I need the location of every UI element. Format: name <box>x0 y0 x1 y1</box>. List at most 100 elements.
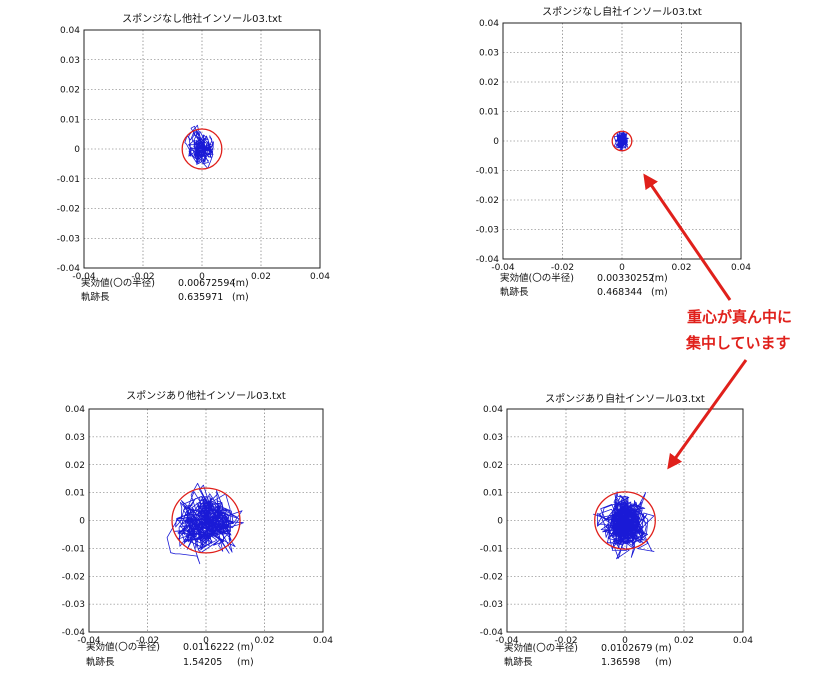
y-tick-label: 0.04 <box>479 19 499 29</box>
y-tick-label: -0.03 <box>480 600 503 610</box>
y-tick-label: 0.01 <box>479 108 499 118</box>
y-tick-label: -0.02 <box>57 205 80 215</box>
y-tick-label: 0.02 <box>60 86 80 96</box>
stat-value: 0.635971 <box>178 292 223 303</box>
chart-1: 0.040.030.020.010-0.01-0.02-0.03-0.04-0.… <box>57 12 331 303</box>
stat-value: 1.54205 <box>183 657 222 668</box>
stat-value: 1.36598 <box>601 657 640 668</box>
y-tick-label: -0.04 <box>57 264 81 274</box>
chart-title: スポンジあり他社インソール03.txt <box>126 389 286 402</box>
x-tick-label: -0.02 <box>554 636 577 646</box>
arrow-to-lower-right-chart <box>667 359 748 470</box>
y-tick-label: 0.01 <box>65 489 85 499</box>
x-tick-label: 0 <box>199 272 205 282</box>
y-tick-label: -0.01 <box>62 544 85 554</box>
x-tick-label: 0.04 <box>733 636 753 646</box>
stat-unit: (m) <box>232 292 249 303</box>
stat-unit: (m) <box>655 657 672 668</box>
effective-radius-circle <box>594 491 656 550</box>
x-tick-label: 0.02 <box>674 636 694 646</box>
plot-frame <box>502 22 742 260</box>
plot-frame <box>506 408 744 633</box>
sway-trajectory-line <box>166 482 244 565</box>
stat-label: 実効値(〇の半径) <box>81 277 155 289</box>
x-tick-label: 0.02 <box>671 263 691 273</box>
stat-unit: (m) <box>651 287 668 298</box>
y-tick-label: -0.04 <box>480 628 504 638</box>
x-tick-label: -0.04 <box>495 636 519 646</box>
stat-value: 0.00330252 <box>597 273 654 284</box>
x-tick-label: 0.04 <box>310 272 330 282</box>
x-tick-label: 0.04 <box>313 636 333 646</box>
y-tick-label: 0.03 <box>483 433 503 443</box>
arrow-to-upper-right-chart <box>643 173 732 301</box>
y-tick-label: -0.01 <box>480 544 503 554</box>
y-tick-label: -0.03 <box>62 600 85 610</box>
stat-unit: (m) <box>237 642 254 653</box>
annotation-group: 重心が真ん中に 集中しています <box>643 173 792 470</box>
chart-title: スポンジあり自社インソール03.txt <box>545 392 705 405</box>
x-tick-label: -0.02 <box>136 636 159 646</box>
y-tick-label: -0.04 <box>62 628 86 638</box>
y-tick-label: 0 <box>497 517 503 527</box>
stat-value: 0.00672594 <box>178 278 235 289</box>
y-tick-label: 0.02 <box>65 461 85 471</box>
x-tick-label: -0.04 <box>491 263 515 273</box>
sway-trajectory-line <box>184 124 214 169</box>
annotation-line-2: 集中しています <box>685 334 791 352</box>
y-tick-label: 0.03 <box>65 433 85 443</box>
y-tick-label: -0.02 <box>480 572 503 582</box>
plot-frame <box>88 408 324 633</box>
stat-label: 軌跡長 <box>81 291 110 303</box>
x-tick-label: -0.04 <box>72 272 96 282</box>
stat-unit: (m) <box>651 273 668 284</box>
stat-value: 0.0102679 <box>601 643 652 654</box>
y-tick-label: 0.04 <box>483 405 503 415</box>
sway-trajectory-line <box>612 130 629 152</box>
x-tick-label: -0.02 <box>551 263 574 273</box>
chart-2: 0.040.030.020.010-0.01-0.02-0.03-0.04-0.… <box>476 5 752 298</box>
y-tick-label: 0.03 <box>60 56 80 66</box>
y-tick-label: 0 <box>74 145 80 155</box>
y-tick-label: 0.03 <box>479 49 499 59</box>
x-tick-label: 0 <box>619 263 625 273</box>
y-tick-label: 0.01 <box>60 115 80 125</box>
stat-label: 軌跡長 <box>504 656 533 668</box>
y-tick-label: -0.03 <box>57 234 80 244</box>
x-tick-label: 0 <box>622 636 628 646</box>
stat-label: 軌跡長 <box>86 656 115 668</box>
effective-radius-circle <box>611 130 633 152</box>
y-tick-label: -0.01 <box>476 167 499 177</box>
effective-radius-circle <box>171 487 241 554</box>
y-tick-label: 0 <box>493 137 499 147</box>
x-tick-label: 0.02 <box>254 636 274 646</box>
y-tick-label: 0.04 <box>60 26 80 36</box>
y-tick-label: -0.03 <box>476 226 499 236</box>
y-tick-label: -0.02 <box>476 196 499 206</box>
stat-label: 実効値(〇の半径) <box>504 642 578 654</box>
x-tick-label: -0.02 <box>131 272 154 282</box>
effective-radius-circle <box>181 128 223 170</box>
stat-unit: (m) <box>655 643 672 654</box>
x-tick-label: 0.04 <box>731 263 751 273</box>
x-tick-label: 0 <box>203 636 209 646</box>
stat-label: 実効値(〇の半径) <box>500 272 574 284</box>
y-tick-label: 0 <box>79 517 85 527</box>
y-tick-label: -0.04 <box>476 255 500 265</box>
x-tick-label: -0.04 <box>77 636 101 646</box>
chart-title: スポンジなし他社インソール03.txt <box>122 12 282 25</box>
y-tick-label: 0.02 <box>479 78 499 88</box>
plots-group: 0.040.030.020.010-0.01-0.02-0.03-0.04-0.… <box>57 5 754 668</box>
stat-label: 実効値(〇の半径) <box>86 641 160 653</box>
y-tick-label: 0.02 <box>483 461 503 471</box>
y-tick-label: -0.02 <box>62 572 85 582</box>
stat-value: 0.0116222 <box>183 642 234 653</box>
stat-label: 軌跡長 <box>500 286 529 298</box>
x-tick-label: 0.02 <box>251 272 271 282</box>
chart-3: 0.040.030.020.010-0.01-0.02-0.03-0.04-0.… <box>62 389 334 668</box>
sway-trajectory-line <box>593 491 655 560</box>
stat-unit: (m) <box>232 278 249 289</box>
annotation-line-1: 重心が真ん中に <box>687 308 792 326</box>
plot-frame <box>83 29 321 269</box>
